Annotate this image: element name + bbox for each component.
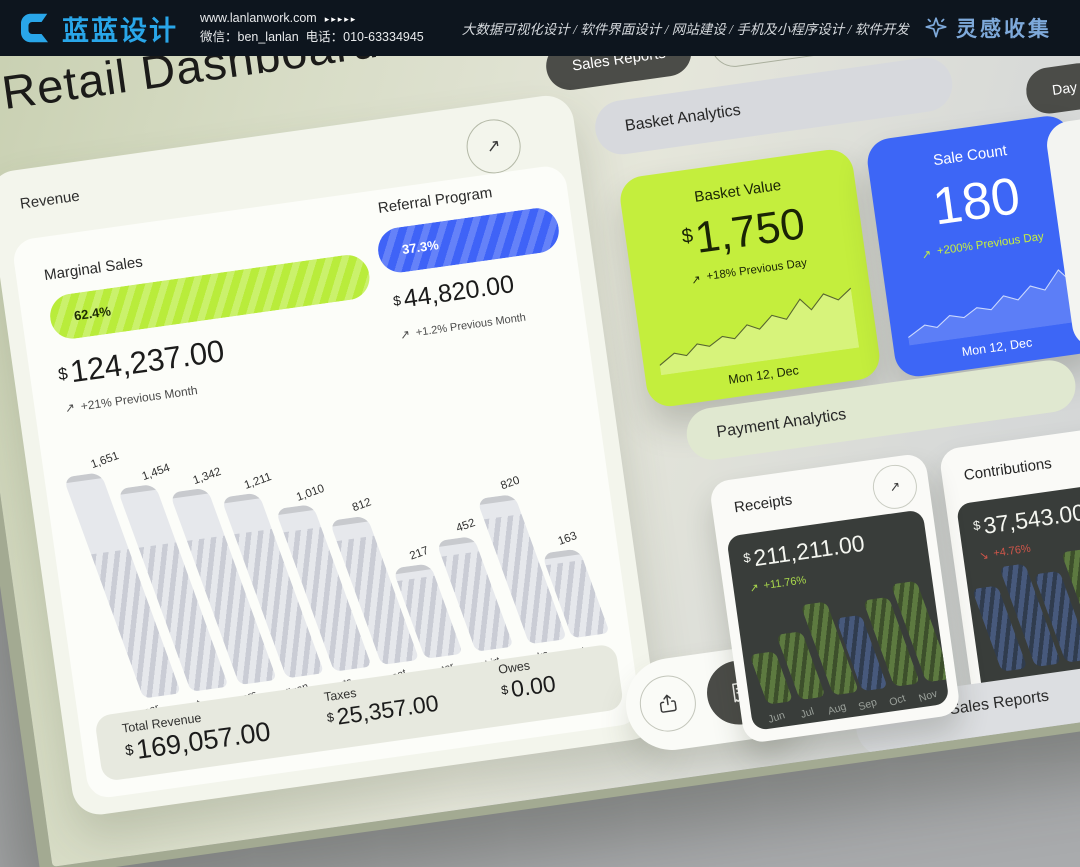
- delta-text: +18% Previous Day: [705, 256, 808, 283]
- bar-value-label: 1,010: [294, 482, 326, 504]
- receipts-card[interactable]: Receipts ↗ $211,211.00 ↗ +11.76% Jun Jul …: [708, 452, 962, 745]
- currency-symbol: $: [124, 742, 135, 760]
- owes-stat: Owes $0.00: [497, 655, 557, 704]
- sale-count-sparkline: [907, 264, 1080, 346]
- wechat-label: 微信：ben_lanlan: [200, 30, 299, 44]
- amount-value: 211,211.00: [751, 529, 867, 572]
- logo[interactable]: 蓝蓝设计: [18, 9, 178, 48]
- bar-column: 163Tie: [541, 529, 610, 661]
- currency-symbol: $: [392, 292, 402, 309]
- marginal-sales-label: Marginal Sales: [43, 253, 144, 285]
- receipts-amount: $211,211.00: [742, 530, 867, 574]
- services-list: 大数据可视化设计 / 软件界面设计 / 网站建设 / 手机及小程序设计 / 软件…: [461, 22, 909, 37]
- receipts-bar-chart: [746, 570, 950, 706]
- bar-value-label: 452: [454, 517, 477, 535]
- inspiration-collect-button[interactable]: 灵感收集: [923, 13, 1052, 43]
- amount-value: 0.00: [509, 670, 558, 703]
- arrow-up-right-icon: ↗: [888, 478, 902, 495]
- marginal-sales-percent: 62.4%: [73, 303, 112, 324]
- amount-value: 44,820.00: [401, 270, 516, 314]
- amount-value: 1,750: [692, 199, 808, 263]
- contributions-panel: $37,543.00 ↘+4.76% Jun Jul Aug Sep Oct N…: [955, 471, 1080, 699]
- contributions-title: Contributions: [962, 454, 1053, 485]
- month-label: Sep: [856, 696, 878, 714]
- revenue-card: Revenue ↗ Marginal Sales 62.4% $124,237.…: [0, 92, 661, 819]
- referral-program-progress: 37.3%: [375, 205, 562, 276]
- site-header: 蓝蓝设计 www.lanlanwork.com ▸▸▸▸▸ 微信：ben_lanl…: [0, 0, 1080, 56]
- referral-program-delta: ↗ +1.2% Previous Month: [399, 311, 527, 343]
- currency-symbol: $: [326, 710, 335, 726]
- contributions-amount: $37,543.00: [972, 499, 1080, 541]
- delta-text: +1.2% Previous Month: [415, 311, 527, 339]
- trend-up-icon: ↗: [690, 273, 702, 288]
- referral-program-label: Referral Program: [376, 184, 494, 217]
- logo-text: 蓝蓝设计: [62, 15, 178, 46]
- currency-symbol: $: [972, 517, 982, 534]
- share-button[interactable]: [636, 671, 700, 736]
- bar-value-label: 1,342: [191, 465, 223, 488]
- delta-text: +21% Previous Month: [79, 383, 199, 414]
- contact-block: www.lanlanwork.com ▸▸▸▸▸ 微信：ben_lanlan 电话…: [200, 9, 424, 48]
- month-label: Oct: [887, 692, 908, 709]
- day-filter-pill[interactable]: Day: [1023, 60, 1080, 117]
- marginal-sales-amount: $124,237.00: [56, 333, 227, 392]
- amount-value: 124,237.00: [67, 333, 227, 390]
- receipts-title: Receipts: [733, 491, 794, 517]
- month-label: Nov: [916, 687, 939, 705]
- bar-value-label: 812: [351, 496, 374, 515]
- phone-label: 电话：010-63334945: [305, 30, 424, 44]
- collect-label: 灵感收集: [956, 18, 1052, 41]
- bar-value-label: 163: [556, 529, 579, 548]
- currency-symbol: $: [56, 363, 69, 384]
- arrow-up-right-icon: ↗: [485, 135, 502, 157]
- logo-icon: [18, 10, 54, 46]
- revenue-expand-button[interactable]: ↗: [463, 115, 525, 177]
- currency-symbol: $: [680, 224, 695, 248]
- revenue-card-title: Revenue: [18, 187, 81, 213]
- currency-symbol: $: [500, 683, 510, 698]
- bar-value-label: 1,651: [89, 450, 121, 472]
- referral-program-amount: $44,820.00: [391, 270, 516, 316]
- basket-value-sparkline: [659, 287, 860, 376]
- month-label: Jun: [766, 709, 787, 726]
- month-label: Aug: [826, 700, 848, 718]
- bar-value-label: 820: [498, 474, 521, 493]
- currency-symbol: $: [742, 549, 752, 566]
- bar-value-label: 1,454: [140, 461, 173, 484]
- month-label: Jul: [798, 705, 816, 722]
- taxes-stat: Taxes $25,357.00: [323, 675, 440, 732]
- contributions-card[interactable]: Contributions $37,543.00 ↘+4.76% Jun Jul…: [938, 414, 1080, 712]
- share-icon: [659, 694, 677, 713]
- trend-up-icon: ↗: [63, 400, 76, 416]
- bar-value-label: 1,211: [243, 470, 274, 492]
- sparkle-star-icon: [923, 15, 949, 41]
- receipts-panel: $211,211.00 ↗ +11.76% Jun Jul Aug Sep Oct…: [726, 509, 950, 731]
- arrows-decoration: ▸▸▸▸▸: [324, 13, 358, 24]
- site-url[interactable]: www.lanlanwork.com: [200, 10, 317, 25]
- revenue-inner-panel: Marginal Sales 62.4% $124,237.00 ↗ +21% …: [11, 163, 643, 800]
- receipts-expand-button[interactable]: ↗: [870, 462, 920, 512]
- trend-up-icon: ↗: [921, 248, 933, 262]
- basket-value-card[interactable]: Basket Value $1,750 ↗ +18% Previous Day M…: [617, 146, 883, 410]
- bar-value-label: 217: [408, 544, 431, 563]
- trend-up-icon: ↗: [399, 326, 411, 343]
- amount-value: 37,543.00: [981, 498, 1080, 539]
- total-revenue-stat: Total Revenue $169,057.00: [121, 701, 272, 767]
- referral-program-percent: 37.3%: [401, 237, 440, 258]
